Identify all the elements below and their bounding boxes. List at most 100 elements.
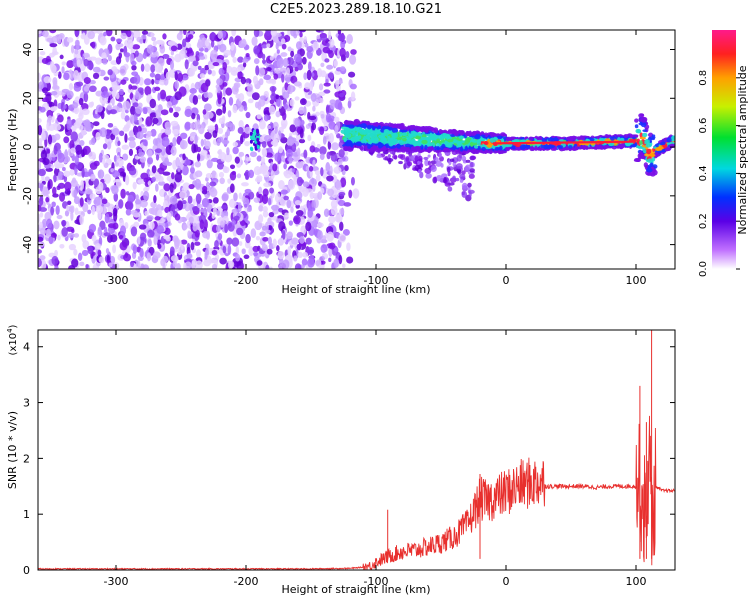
- spectrum-noise-cell: [105, 30, 113, 37]
- spectrum-noise-cell: [286, 231, 293, 240]
- spectrum-noise-cell: [144, 86, 152, 96]
- spectrum-noise-cell: [174, 106, 181, 112]
- spectrum-noise-cell: [87, 56, 93, 61]
- spectrum-noise-cell: [254, 177, 263, 183]
- spectrum-noise-cell: [278, 221, 286, 232]
- spectrum-noise-cell: [91, 234, 97, 242]
- spectrum-noise-cell: [149, 221, 155, 230]
- spectrum-noise-cell: [152, 251, 161, 259]
- spectrum-noise-cell: [194, 81, 201, 90]
- spectrum-noise-cell: [293, 255, 298, 262]
- spectrum-noise-cell: [253, 45, 261, 55]
- spectrum-noise-cell: [192, 222, 198, 232]
- spectrum-noise-cell: [233, 215, 240, 222]
- spectrum-noise-cell: [267, 197, 272, 206]
- spectrum-noise-cell: [308, 165, 314, 172]
- spectrum-noise-cell: [337, 33, 346, 42]
- spectrum-noise-cell: [181, 200, 187, 205]
- spectrum-noise-cell: [293, 81, 302, 87]
- spectrum-noise-cell: [322, 135, 327, 145]
- spectrum-noise-cell: [109, 109, 117, 115]
- spectrum-trace-cell: [360, 123, 367, 129]
- spectrum-noise-cell: [245, 233, 251, 244]
- spectrum-tail-cell: [438, 152, 442, 158]
- spectrum-noise-cell: [120, 111, 126, 120]
- spectrum-trace-cell: [645, 143, 652, 148]
- spectrum-noise-cell: [49, 52, 55, 58]
- spectrum-noise-cell: [245, 111, 251, 119]
- spectrum-noise-cell: [288, 156, 293, 164]
- spectrum-trace-cell: [464, 145, 469, 151]
- spectrum-noise-cell: [138, 224, 147, 230]
- spectrum-noise-cell: [270, 140, 276, 146]
- spectrum-noise-cell: [149, 113, 154, 120]
- spectrum-noise-cell: [339, 92, 345, 98]
- spectrum-noise-cell: [160, 109, 169, 116]
- spectrum-tail-cell: [469, 168, 475, 173]
- spectrum-noise-cell: [197, 65, 202, 71]
- spectrum-noise-cell: [320, 260, 326, 265]
- spectrum-noise-cell: [90, 137, 96, 146]
- spectrum-noise-cell: [149, 72, 156, 78]
- spectrum-noise-cell: [56, 214, 63, 220]
- spectrum-noise-cell: [167, 40, 176, 46]
- spectrum-trace-cell: [256, 130, 260, 135]
- spectrum-noise-cell: [316, 34, 321, 40]
- spectrum-noise-cell: [50, 232, 57, 238]
- spectrum-noise-cell: [304, 42, 309, 48]
- spectrum-noise-cell: [162, 160, 170, 166]
- spectrum-noise-cell: [74, 48, 79, 55]
- spectrum-noise-cell: [229, 164, 236, 170]
- spectrum-trace-cell: [254, 145, 258, 150]
- spectrum-noise-cell: [216, 78, 223, 86]
- colorbar-tick-label: 0.2: [698, 213, 709, 229]
- spectrum-noise-cell: [157, 209, 163, 217]
- spectrum-noise-cell: [256, 260, 263, 266]
- spectrum-noise-cell: [308, 254, 315, 266]
- spectrum-trace-cell: [505, 136, 512, 142]
- spectrum-noise-cell: [89, 193, 96, 200]
- spectrum-trace-cell: [401, 132, 408, 136]
- spectrum-trace-cell: [646, 167, 653, 173]
- spectrum-noise-cell: [231, 85, 239, 95]
- spectrum-noise-cell: [295, 209, 304, 216]
- spectrum-trace-cell: [409, 126, 415, 131]
- spectrum-noise-cell: [328, 247, 333, 258]
- spectrum-noise-cell: [217, 86, 221, 94]
- spectrum-noise-cell: [102, 58, 108, 65]
- spectrum-noise-cell: [63, 136, 70, 144]
- spectrum-noise-cell: [74, 207, 79, 216]
- spectrum-noise-cell: [38, 72, 41, 82]
- spectrum-noise-cell: [118, 235, 124, 240]
- colorbar-tick-label: 0.6: [698, 118, 709, 134]
- spectrum-trace-cell: [620, 137, 625, 142]
- spectrum-noise-cell: [134, 199, 142, 205]
- spectrum-trace-cell: [393, 148, 399, 152]
- spectrum-noise-cell: [312, 41, 319, 51]
- colorbar-tick-label: 0.8: [698, 70, 709, 86]
- spectrum-noise-cell: [244, 141, 250, 147]
- spectrum-noise-cell: [124, 133, 128, 143]
- spectrum-noise-cell: [176, 262, 181, 269]
- spectrum-noise-cell: [135, 194, 139, 201]
- spectrum-noise-cell: [235, 253, 241, 262]
- spectrum-noise-cell: [227, 244, 232, 255]
- spectrum-noise-cell: [320, 187, 325, 194]
- spectrum-noise-cell: [319, 255, 325, 262]
- spectrum-trace-cell: [473, 145, 479, 149]
- spectrum-noise-cell: [191, 259, 198, 266]
- spectrum-noise-cell: [163, 234, 170, 240]
- spectrum-noise-cell: [217, 94, 222, 105]
- spectrum-noise-cell: [55, 205, 60, 216]
- spectrum-noise-cell: [152, 40, 157, 47]
- spectrum-noise-cell: [303, 72, 308, 80]
- y-tick-label: 20: [21, 91, 34, 105]
- spectrum-noise-cell: [75, 144, 83, 155]
- spectrum-noise-cell: [302, 251, 309, 258]
- x-tick-label: -100: [364, 274, 389, 287]
- spectrum-noise-cell: [244, 188, 252, 194]
- spectrum-noise-cell: [101, 198, 108, 205]
- spectrum-noise-cell: [219, 257, 227, 265]
- spectrum-trace-cell: [436, 142, 441, 148]
- spectrum-noise-cell: [287, 30, 291, 36]
